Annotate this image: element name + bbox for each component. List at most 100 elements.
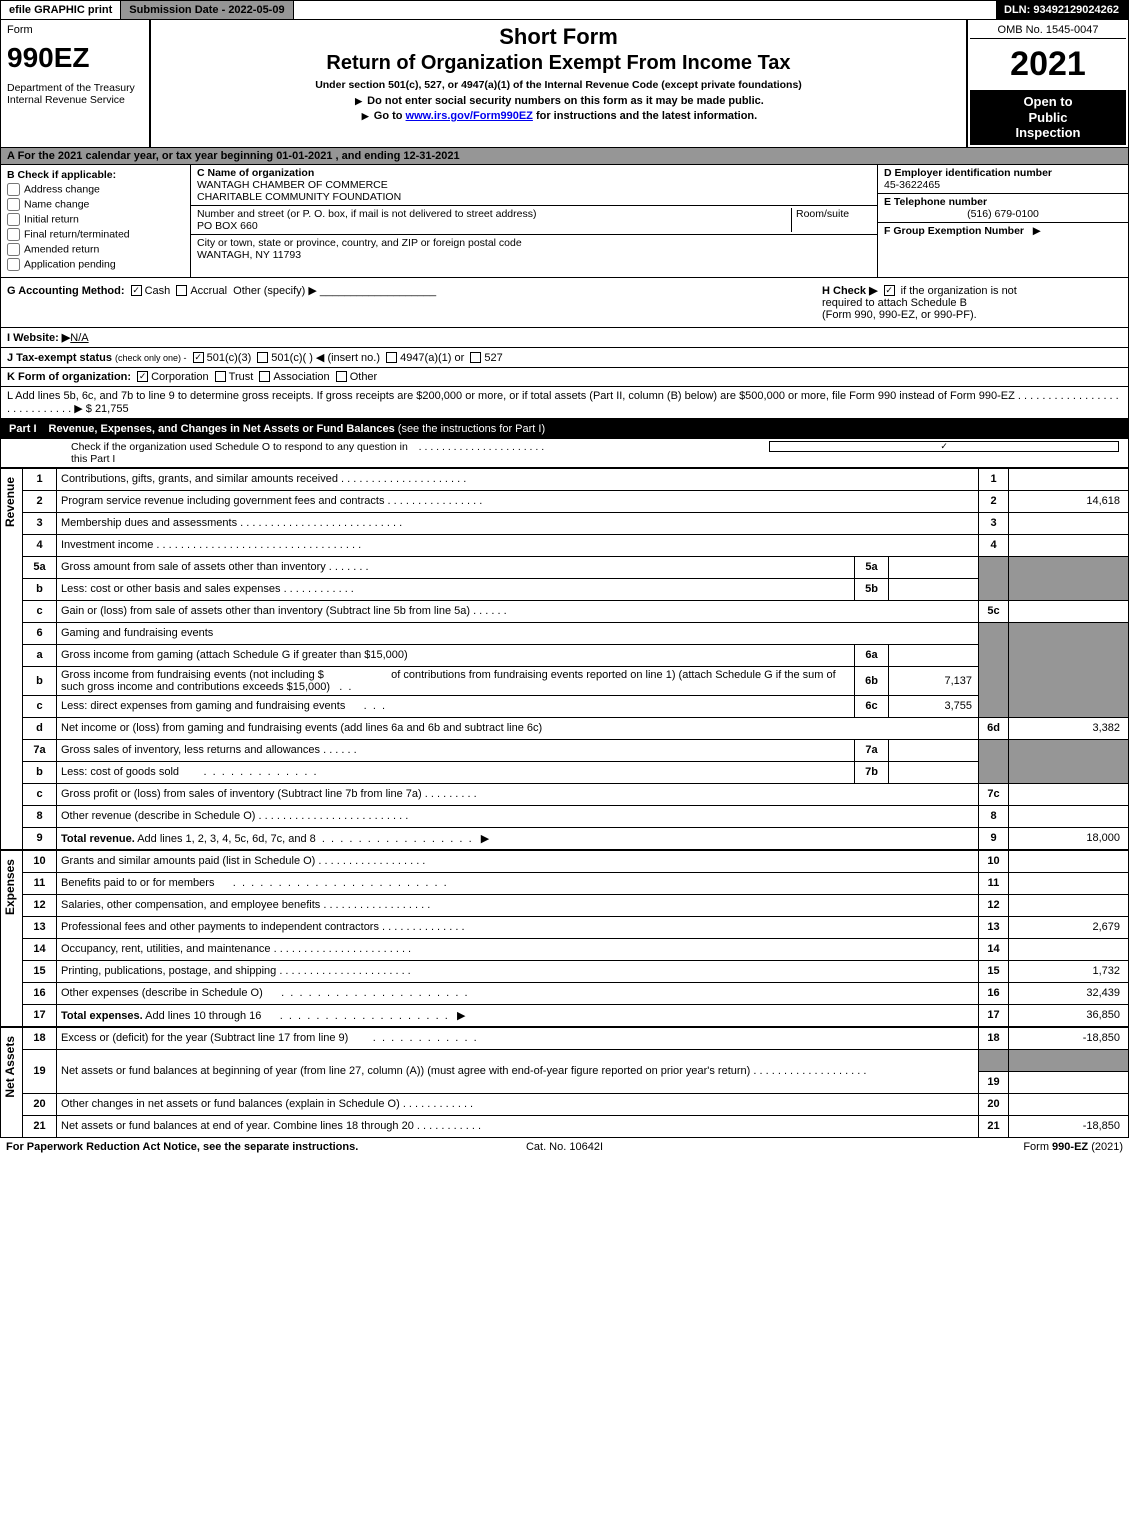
line-15: 15Printing, publications, postage, and s… — [23, 960, 1129, 982]
line-19: 19Net assets or fund balances at beginni… — [23, 1049, 1129, 1071]
col-c-org: C Name of organization WANTAGH CHAMBER O… — [191, 165, 878, 277]
revenue-sidebar: Revenue — [0, 468, 22, 850]
return-title: Return of Organization Exempt From Incom… — [159, 52, 958, 75]
line-20: 20Other changes in net assets or fund ba… — [23, 1093, 1129, 1115]
line-6: 6Gaming and fundraising events — [23, 622, 1129, 644]
cb-name[interactable]: Name change — [7, 198, 184, 211]
netassets-sidebar: Net Assets — [0, 1027, 22, 1138]
ein-value: 45-3622465 — [884, 179, 940, 191]
org-name-2: CHARITABLE COMMUNITY FOUNDATION — [197, 191, 401, 203]
header-left: Form 990EZ Department of the Treasury In… — [1, 20, 151, 147]
part1-label: Part I — [1, 420, 45, 438]
cb-501c[interactable] — [257, 352, 268, 363]
line-13: 13Professional fees and other payments t… — [23, 916, 1129, 938]
under-section: Under section 501(c), 527, or 4947(a)(1)… — [159, 79, 958, 91]
line-10: 10Grants and similar amounts paid (list … — [23, 850, 1129, 872]
header-right: OMB No. 1545-0047 2021 Open toPublicInsp… — [968, 20, 1128, 147]
section-bcde: B Check if applicable: Address change Na… — [0, 165, 1129, 278]
accounting-method: G Accounting Method: Cash Accrual Other … — [7, 284, 822, 321]
footer-center: Cat. No. 10642I — [378, 1141, 750, 1153]
cb-accrual[interactable] — [176, 285, 187, 296]
schedule-b-check: H Check ▶ if the organization is not req… — [822, 284, 1122, 321]
cb-other-org[interactable] — [336, 371, 347, 382]
col-b-checkboxes: B Check if applicable: Address change Na… — [1, 165, 191, 277]
cb-501c3[interactable] — [193, 352, 204, 363]
line-5a: 5aGross amount from sale of assets other… — [23, 556, 1129, 578]
form-header: Form 990EZ Department of the Treasury In… — [0, 20, 1129, 148]
footer-right: Form 990-EZ (2021) — [751, 1141, 1123, 1153]
cb-amended[interactable]: Amended return — [7, 243, 184, 256]
street-address: PO BOX 660 — [197, 220, 258, 232]
line-11: 11Benefits paid to or for members . . . … — [23, 872, 1129, 894]
line-6b: bGross income from fundraising events (n… — [23, 666, 1129, 695]
line-8: 8Other revenue (describe in Schedule O) … — [23, 805, 1129, 827]
col-b-title: B Check if applicable: — [7, 169, 184, 181]
row-l-gross-receipts: L Add lines 5b, 6c, and 7b to line 9 to … — [0, 387, 1129, 419]
ein-block: D Employer identification number 45-3622… — [878, 165, 1128, 194]
cb-pending[interactable]: Application pending — [7, 258, 184, 271]
irs-label: Internal Revenue Service — [7, 94, 143, 106]
line-17: 17Total expenses. Add lines 10 through 1… — [23, 1004, 1129, 1026]
col-de: D Employer identification number 45-3622… — [878, 165, 1128, 277]
footer-left: For Paperwork Reduction Act Notice, see … — [6, 1141, 378, 1153]
line-21: 21Net assets or fund balances at end of … — [23, 1115, 1129, 1137]
group-exemption: F Group Exemption Number ▶ — [878, 223, 1128, 239]
expenses-table: 10Grants and similar amounts paid (list … — [22, 850, 1129, 1027]
org-name-1: WANTAGH CHAMBER OF COMMERCE — [197, 179, 388, 191]
irs-link[interactable]: www.irs.gov/Form990EZ — [406, 110, 533, 122]
cb-4947[interactable] — [386, 352, 397, 363]
form-word: Form — [7, 24, 143, 36]
row-a-tax-year: A For the 2021 calendar year, or tax yea… — [0, 148, 1129, 165]
line-7a: 7aGross sales of inventory, less returns… — [23, 739, 1129, 761]
city-state-zip: WANTAGH, NY 11793 — [197, 249, 301, 261]
revenue-section: Revenue 1Contributions, gifts, grants, a… — [0, 468, 1129, 850]
cb-address[interactable]: Address change — [7, 183, 184, 196]
part1-header: Part I Revenue, Expenses, and Changes in… — [0, 419, 1129, 439]
expenses-sidebar: Expenses — [0, 850, 22, 1027]
phone-value: (516) 679-0100 — [884, 208, 1122, 220]
line-5b: bLess: cost or other basis and sales exp… — [23, 578, 1129, 600]
line-2: 2Program service revenue including gover… — [23, 490, 1129, 512]
line-6c: cLess: direct expenses from gaming and f… — [23, 695, 1129, 717]
line-16: 16Other expenses (describe in Schedule O… — [23, 982, 1129, 1004]
cb-527[interactable] — [470, 352, 481, 363]
row-i-website: I Website: ▶N/A — [0, 328, 1129, 348]
cb-assoc[interactable] — [259, 371, 270, 382]
line-18: 18Excess or (deficit) for the year (Subt… — [23, 1027, 1129, 1049]
line-6a: aGross income from gaming (attach Schedu… — [23, 644, 1129, 666]
city-block: City or town, state or province, country… — [191, 235, 877, 263]
line-14: 14Occupancy, rent, utilities, and mainte… — [23, 938, 1129, 960]
line-6d: dNet income or (loss) from gaming and fu… — [23, 717, 1129, 739]
efile-print[interactable]: efile GRAPHIC print — [1, 1, 121, 19]
phone-block: E Telephone number (516) 679-0100 — [878, 194, 1128, 223]
line-9: 9Total revenue. Add lines 1, 2, 3, 4, 5c… — [23, 827, 1129, 849]
cb-schedule-o[interactable] — [769, 441, 1119, 452]
street-block: Number and street (or P. O. box, if mail… — [191, 206, 877, 235]
omb-number: OMB No. 1545-0047 — [970, 22, 1126, 39]
netassets-section: Net Assets 18Excess or (deficit) for the… — [0, 1027, 1129, 1138]
line-4: 4Investment income . . . . . . . . . . .… — [23, 534, 1129, 556]
tax-year: 2021 — [970, 39, 1126, 90]
cb-cash[interactable] — [131, 285, 142, 296]
cb-trust[interactable] — [215, 371, 226, 382]
line-12: 12Salaries, other compensation, and empl… — [23, 894, 1129, 916]
dln-number: DLN: 93492129024262 — [996, 1, 1128, 19]
line-7c: cGross profit or (loss) from sales of in… — [23, 783, 1129, 805]
revenue-table: 1Contributions, gifts, grants, and simil… — [22, 468, 1129, 850]
cb-corp[interactable] — [137, 371, 148, 382]
cb-initial[interactable]: Initial return — [7, 213, 184, 226]
header-center: Short Form Return of Organization Exempt… — [151, 20, 968, 147]
line-1: 1Contributions, gifts, grants, and simil… — [23, 468, 1129, 490]
page-footer: For Paperwork Reduction Act Notice, see … — [0, 1138, 1129, 1156]
form-number: 990EZ — [7, 42, 143, 74]
part1-title: Revenue, Expenses, and Changes in Net As… — [45, 420, 550, 438]
expenses-section: Expenses 10Grants and similar amounts pa… — [0, 850, 1129, 1027]
submission-date: Submission Date - 2022-05-09 — [121, 1, 293, 19]
row-j-exempt: J Tax-exempt status (check only one) - 5… — [0, 348, 1129, 368]
row-gh: G Accounting Method: Cash Accrual Other … — [0, 278, 1129, 328]
org-name-block: C Name of organization WANTAGH CHAMBER O… — [191, 165, 877, 206]
cb-final[interactable]: Final return/terminated — [7, 228, 184, 241]
cb-sched-b[interactable] — [884, 285, 895, 296]
dept-treasury: Department of the Treasury — [7, 82, 143, 94]
open-inspection: Open toPublicInspection — [970, 90, 1126, 145]
